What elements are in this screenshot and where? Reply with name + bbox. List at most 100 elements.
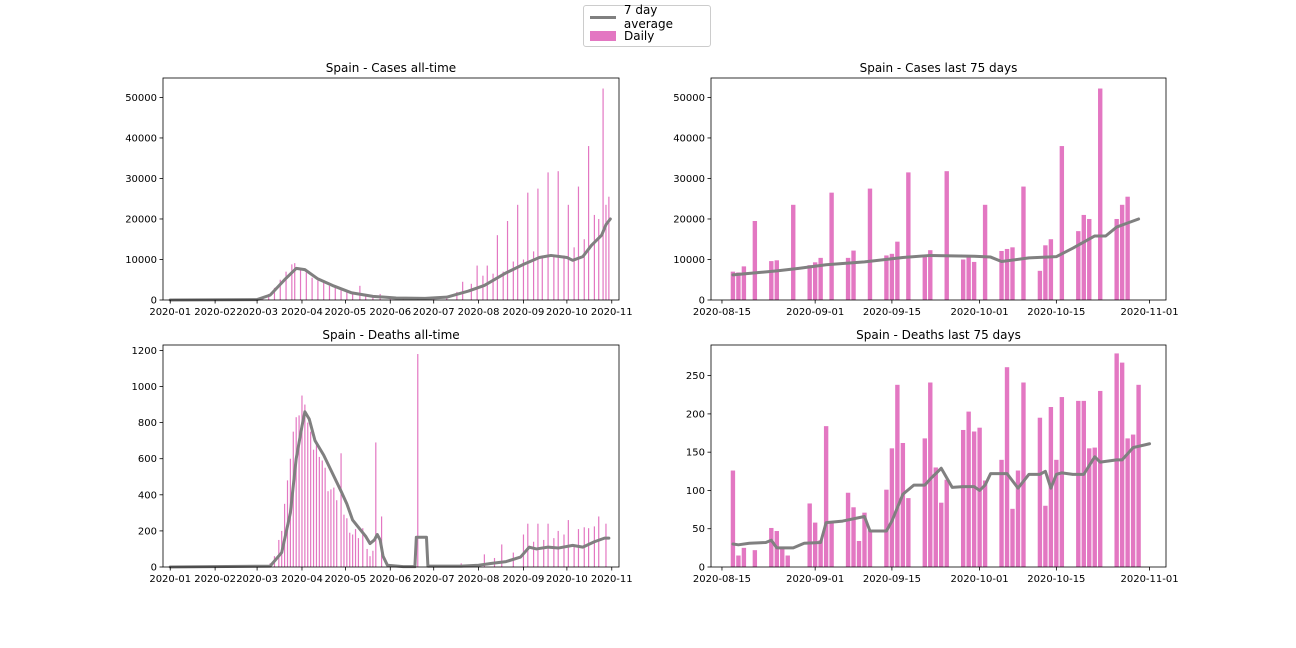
daily-bar — [867, 530, 873, 567]
x-tick-label: 2020-08 — [458, 307, 500, 318]
daily-bar — [577, 529, 580, 567]
daily-bar — [273, 287, 276, 300]
daily-bar — [812, 262, 818, 300]
daily-bar — [1119, 362, 1125, 567]
daily-bar — [1015, 470, 1021, 567]
daily-bar — [501, 544, 503, 567]
daily-bar — [1119, 204, 1125, 300]
daily-bar — [1076, 231, 1081, 300]
daily-bar — [1130, 434, 1136, 567]
daily-bar — [318, 456, 320, 567]
y-tick-label: 1000 — [132, 382, 157, 393]
daily-bar — [330, 489, 332, 567]
daily-bar — [807, 265, 812, 300]
x-tick-label: 2020-11-01 — [1120, 307, 1178, 318]
daily-bar — [1010, 508, 1015, 567]
chart-title: Spain - Cases last 75 days — [860, 61, 1018, 75]
daily-bar — [543, 539, 545, 567]
daily-bar — [785, 555, 790, 567]
daily-bar — [960, 429, 966, 567]
daily-bar — [1125, 438, 1130, 567]
daily-bar — [1059, 146, 1065, 300]
x-tick-label: 2020-01 — [149, 307, 191, 318]
daily-bar — [884, 255, 889, 300]
y-tick-label: 40000 — [673, 133, 705, 144]
subplot-1: 0 10000 20000 30000 40000 50000 2020-01 2020-02… — [125, 61, 632, 318]
average-line — [731, 217, 1141, 277]
daily-bar — [1021, 382, 1026, 567]
daily-bar — [366, 548, 368, 567]
daily-bar — [588, 146, 590, 300]
daily-bar — [1125, 196, 1130, 300]
daily-bar — [547, 523, 549, 567]
y-tick-label: 0 — [699, 563, 705, 574]
daily-bar — [567, 204, 569, 300]
daily-bar — [294, 263, 296, 300]
daily-bar — [900, 442, 906, 567]
x-tick-label: 2020-10 — [546, 574, 588, 585]
daily-bar — [462, 281, 464, 300]
daily-bar — [906, 172, 911, 300]
daily-bar — [944, 171, 949, 300]
daily-bar — [971, 431, 977, 567]
daily-bar — [522, 259, 525, 300]
daily-bar — [304, 404, 306, 567]
daily-bar — [563, 534, 565, 567]
x-tick-label: 2020-05 — [325, 307, 367, 318]
daily-bar — [774, 260, 779, 300]
daily-bar — [823, 426, 829, 567]
chart-title: Spain - Deaths all-time — [322, 328, 459, 342]
daily-bar — [369, 556, 371, 567]
daily-bar — [327, 491, 329, 567]
x-tick-label: 2020-09-01 — [786, 574, 844, 585]
daily-bar — [517, 204, 519, 300]
daily-bar — [812, 522, 818, 567]
daily-bar — [324, 467, 326, 567]
daily-bar — [354, 529, 357, 567]
daily-bar — [298, 415, 300, 567]
daily-bar — [312, 449, 315, 567]
x-tick-label: 2020-07 — [413, 307, 455, 318]
daily-bar — [317, 280, 319, 300]
daily-bar — [527, 192, 529, 300]
daily-bar — [301, 395, 303, 567]
daily-bar — [752, 221, 758, 300]
axes-frame — [710, 77, 1167, 301]
daily-bar — [966, 411, 971, 567]
daily-bar — [1059, 397, 1065, 567]
daily-bar — [1092, 447, 1097, 567]
y-tick-label: 0 — [151, 296, 157, 307]
daily-bar — [541, 255, 543, 300]
y-tick-label: 200 — [138, 526, 157, 537]
y-tick-label: 30000 — [673, 174, 705, 185]
daily-bar — [856, 540, 862, 567]
daily-bar — [340, 453, 342, 567]
daily-bar — [982, 480, 988, 567]
daily-bar — [1021, 186, 1026, 300]
daily-bar — [939, 502, 944, 567]
daily-bar — [1004, 248, 1010, 300]
daily-bar — [769, 527, 774, 567]
daily-bar — [1114, 218, 1119, 300]
daily-bar — [553, 538, 555, 567]
daily-bar — [357, 538, 360, 567]
daily-bar — [573, 545, 575, 567]
daily-bar — [1081, 214, 1086, 300]
y-tick-label: 600 — [138, 454, 157, 465]
daily-bar — [851, 507, 856, 567]
daily-bar — [1087, 448, 1092, 567]
x-tick-label: 2020-06 — [369, 574, 411, 585]
daily-bar — [906, 498, 911, 567]
daily-bar — [470, 283, 472, 300]
legend-bar-swatch — [590, 31, 616, 41]
daily-bar — [736, 555, 741, 567]
daily-bar — [780, 547, 785, 567]
daily-bar — [527, 523, 529, 567]
daily-bar — [502, 271, 504, 300]
y-tick-label: 50 — [692, 524, 705, 535]
average-line — [168, 217, 612, 302]
daily-bar — [311, 277, 313, 300]
daily-bar — [372, 296, 374, 300]
